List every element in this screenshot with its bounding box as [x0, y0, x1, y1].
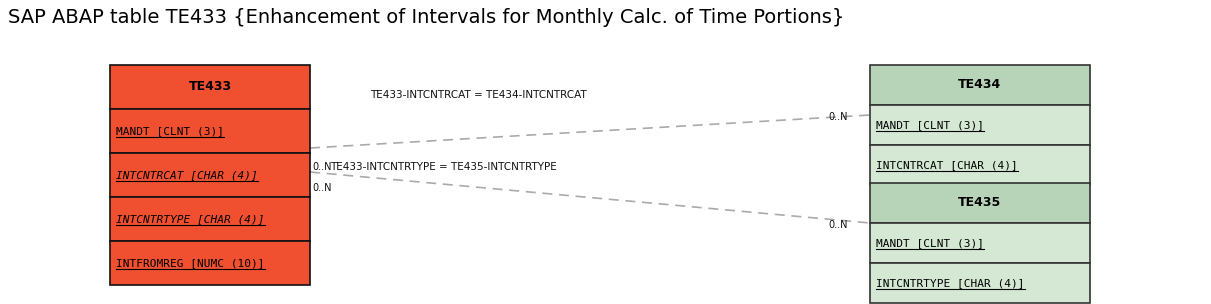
- Text: INTCNTRCAT [CHAR (4)]: INTCNTRCAT [CHAR (4)]: [116, 170, 258, 180]
- Text: SAP ABAP table TE433 {Enhancement of Intervals for Monthly Calc. of Time Portion: SAP ABAP table TE433 {Enhancement of Int…: [8, 8, 844, 27]
- Text: 0..N: 0..N: [312, 162, 332, 172]
- Text: 0..N: 0..N: [312, 183, 332, 193]
- Bar: [869, 65, 1090, 105]
- Text: INTCNTRTYPE [CHAR (4)]: INTCNTRTYPE [CHAR (4)]: [116, 214, 264, 224]
- Bar: [869, 183, 1090, 223]
- Text: TE433: TE433: [189, 81, 231, 94]
- Text: 0..N: 0..N: [828, 220, 848, 230]
- Bar: [110, 197, 310, 241]
- Text: TE435: TE435: [958, 196, 1001, 209]
- Bar: [110, 65, 310, 109]
- Text: MANDT [CLNT (3)]: MANDT [CLNT (3)]: [876, 238, 985, 248]
- Text: MANDT [CLNT (3)]: MANDT [CLNT (3)]: [116, 126, 224, 136]
- Bar: [869, 263, 1090, 303]
- Text: TE433-INTCNTRCAT = TE434-INTCNTRCAT: TE433-INTCNTRCAT = TE434-INTCNTRCAT: [371, 90, 587, 100]
- Bar: [110, 153, 310, 197]
- Text: INTCNTRTYPE [CHAR (4)]: INTCNTRTYPE [CHAR (4)]: [876, 278, 1025, 288]
- Text: MANDT [CLNT (3)]: MANDT [CLNT (3)]: [876, 120, 985, 130]
- Bar: [110, 109, 310, 153]
- Bar: [869, 223, 1090, 263]
- Bar: [869, 145, 1090, 185]
- Text: 0..N: 0..N: [828, 112, 848, 122]
- Text: TE434: TE434: [958, 78, 1001, 92]
- Text: INTFROMREG [NUMC (10)]: INTFROMREG [NUMC (10)]: [116, 258, 264, 268]
- Text: TE433-INTCNTRTYPE = TE435-INTCNTRTYPE: TE433-INTCNTRTYPE = TE435-INTCNTRTYPE: [331, 162, 557, 172]
- Text: INTCNTRCAT [CHAR (4)]: INTCNTRCAT [CHAR (4)]: [876, 160, 1017, 170]
- Bar: [869, 105, 1090, 145]
- Bar: [110, 241, 310, 285]
